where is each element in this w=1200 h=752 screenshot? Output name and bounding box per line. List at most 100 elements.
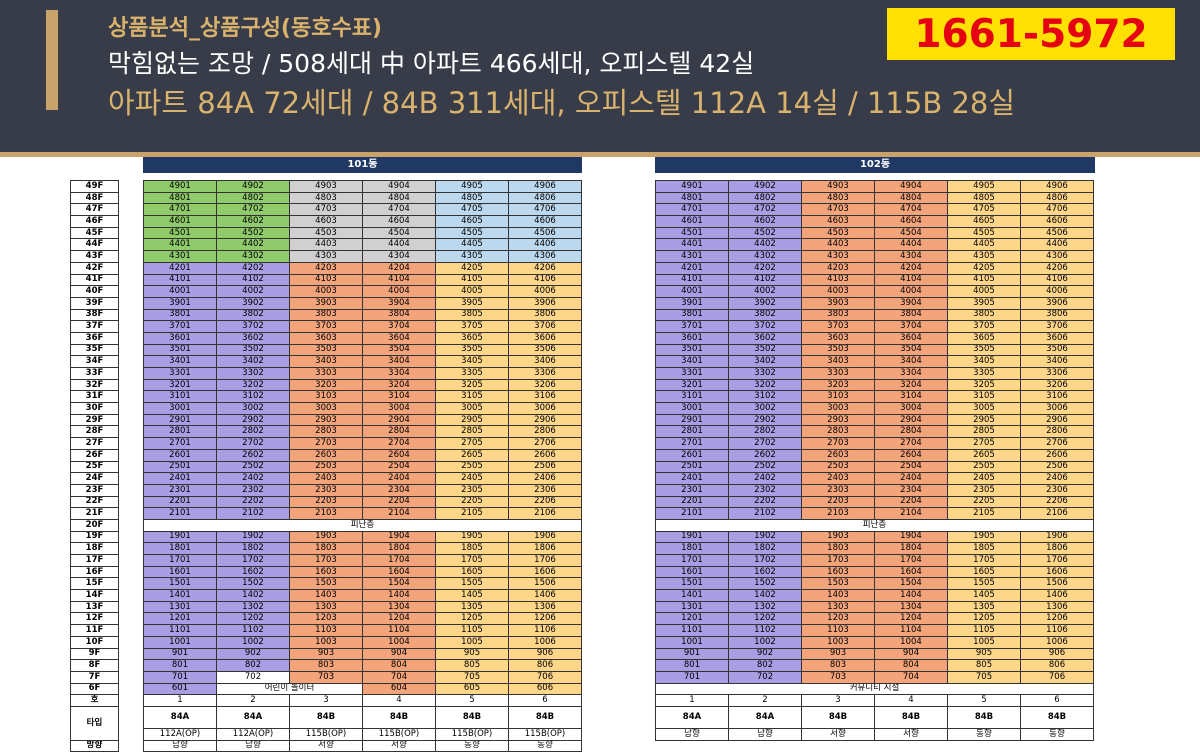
- unit-cell: 1901: [143, 530, 217, 544]
- unit-number: 3: [801, 694, 875, 707]
- unit-cell: 1406: [1020, 589, 1094, 602]
- spacer: [118, 683, 144, 695]
- unit-cell: 3505: [947, 343, 1021, 357]
- unit-cell: 3101: [143, 390, 217, 404]
- unit-cell: 4903: [289, 180, 363, 193]
- summary-line: 막힘없는 조망 / 508세대 中 아파트 466세대, 오피스텔 42실: [108, 49, 755, 78]
- unit-cell: 4901: [143, 180, 217, 193]
- unit-cell: 1004: [362, 635, 436, 649]
- spacer: [118, 437, 144, 450]
- spacer: [118, 250, 144, 263]
- unit-cell: 4603: [801, 215, 875, 228]
- unit-cell: 3306: [508, 367, 582, 380]
- unit-cell: 2605: [435, 448, 509, 462]
- unit-cell: 1806: [508, 542, 582, 555]
- unit-cell: 2803: [289, 425, 363, 439]
- floor-label: 43F: [70, 250, 119, 263]
- unit-cell: 4702: [216, 203, 290, 217]
- type-summary-line: 아파트 84A 72세대 / 84B 311세대, 오피스텔 112A 14실 …: [108, 86, 1016, 120]
- floor-row: 3601 3602 3603 3604 3605 3606: [655, 331, 1094, 345]
- unit-direction: 남향: [728, 727, 802, 741]
- floor-label: 22F: [70, 495, 119, 509]
- unit-cell: 3703: [801, 320, 875, 333]
- spacer: [118, 566, 144, 578]
- unit-cell: 4705: [947, 203, 1021, 217]
- unit-cell: 4805: [947, 191, 1021, 205]
- unit-table-102: 4901 4902 4903 4904 4905 4906 4801 4802 4803 4804…: [655, 180, 1094, 741]
- unit-cell: 704: [874, 670, 948, 684]
- unit-cell: 4105: [947, 273, 1021, 287]
- unit-number: 1: [143, 694, 217, 707]
- unit-cell: 2705: [947, 437, 1021, 450]
- unit-cell: 3602: [728, 331, 802, 345]
- unit-cell: 2805: [435, 425, 509, 439]
- unit-cell: 3105: [435, 390, 509, 404]
- unit-cell: 3803: [801, 308, 875, 322]
- floor-row: 2201 2202 2203 2204 2205 2206: [655, 495, 1094, 509]
- unit-cell: 3901: [655, 296, 729, 310]
- unit-cell: 2704: [362, 437, 436, 450]
- unit-cell: 2502: [728, 460, 802, 474]
- unit-cell: 3706: [1020, 320, 1094, 333]
- floor-row: 20F 피난층: [70, 518, 582, 532]
- unit-cell: 2906: [508, 413, 582, 427]
- unit-cell: 3102: [216, 390, 290, 404]
- unit-cell: 4103: [289, 273, 363, 287]
- unit-cell: 4603: [289, 215, 363, 228]
- unit-cell: 4803: [801, 191, 875, 205]
- unit-cell: 4906: [508, 180, 582, 193]
- unit-cell: 4202: [728, 261, 802, 275]
- unit-cell: 4503: [289, 226, 363, 240]
- unit-cell: 1902: [216, 530, 290, 544]
- unit-cell: 3901: [143, 296, 217, 310]
- unit-cell: 2902: [728, 413, 802, 427]
- unit-cell: 4303: [289, 250, 363, 263]
- floor-row: 3001 3002 3003 3004 3005 3006: [655, 402, 1094, 415]
- unit-type: 84A: [728, 705, 802, 729]
- unit-cell: 4706: [508, 203, 582, 217]
- unit-cell: 2105: [435, 507, 509, 520]
- unit-cell: 3705: [947, 320, 1021, 333]
- unit-cell: 4801: [143, 191, 217, 205]
- unit-cell: 4404: [362, 238, 436, 252]
- unit-cell: 2601: [655, 448, 729, 462]
- unit-cell: 1802: [216, 542, 290, 555]
- unit-cell: 1501: [655, 577, 729, 591]
- unit-cell: 4506: [508, 226, 582, 240]
- floor-label: 27F: [70, 437, 119, 450]
- floor-row: 2101 2102 2103 2104 2105 2106: [655, 507, 1094, 520]
- floor-row: 44F 4401 4402 4403 4404 4405 4406: [70, 238, 582, 252]
- unit-cell: 804: [362, 659, 436, 672]
- phone-number[interactable]: 1661-5972: [887, 8, 1175, 60]
- unit-cell: 3805: [435, 308, 509, 322]
- unit-cell: 2604: [362, 448, 436, 462]
- community-facility-label: 커뮤니티 시설: [655, 682, 1094, 696]
- unit-cell: 4602: [216, 215, 290, 228]
- unit-cell: 4701: [655, 203, 729, 217]
- floor-row: 42F 4201 4202 4203 4204 4205 4206: [70, 261, 582, 275]
- unit-cell: 2602: [216, 448, 290, 462]
- unit-cell: 803: [289, 659, 363, 672]
- unit-cell: 901: [655, 647, 729, 661]
- floor-row: 3701 3702 3703 3704 3705 3706: [655, 320, 1094, 333]
- unit-cell: 1504: [874, 577, 948, 591]
- unit-cell: 3503: [289, 343, 363, 357]
- floor-label: 21F: [70, 507, 119, 520]
- unit-cell: 4305: [947, 250, 1021, 263]
- unit-direction: 남향: [216, 739, 290, 752]
- refuge-floor-label: 피난층: [143, 518, 582, 532]
- floor-row: 18F 1801 1802 1803 1804 1805 1806: [70, 542, 582, 555]
- unit-cell: 1902: [728, 530, 802, 544]
- unit-cell: 1701: [655, 554, 729, 567]
- direction-label: 방향: [70, 739, 119, 752]
- floor-row: 1201 1202 1203 1204 1205 1206: [655, 612, 1094, 626]
- unit-cell: 1603: [289, 565, 363, 579]
- floor-label: 31F: [70, 390, 119, 404]
- spacer: [118, 238, 144, 251]
- unit-cell: 804: [874, 659, 948, 672]
- floor-row: 2701 2702 2703 2704 2705 2706: [655, 437, 1094, 450]
- unit-cell: 2805: [947, 425, 1021, 439]
- unit-cell: 1505: [435, 577, 509, 591]
- unit-cell: 1604: [362, 565, 436, 579]
- unit-cell: 1505: [947, 577, 1021, 591]
